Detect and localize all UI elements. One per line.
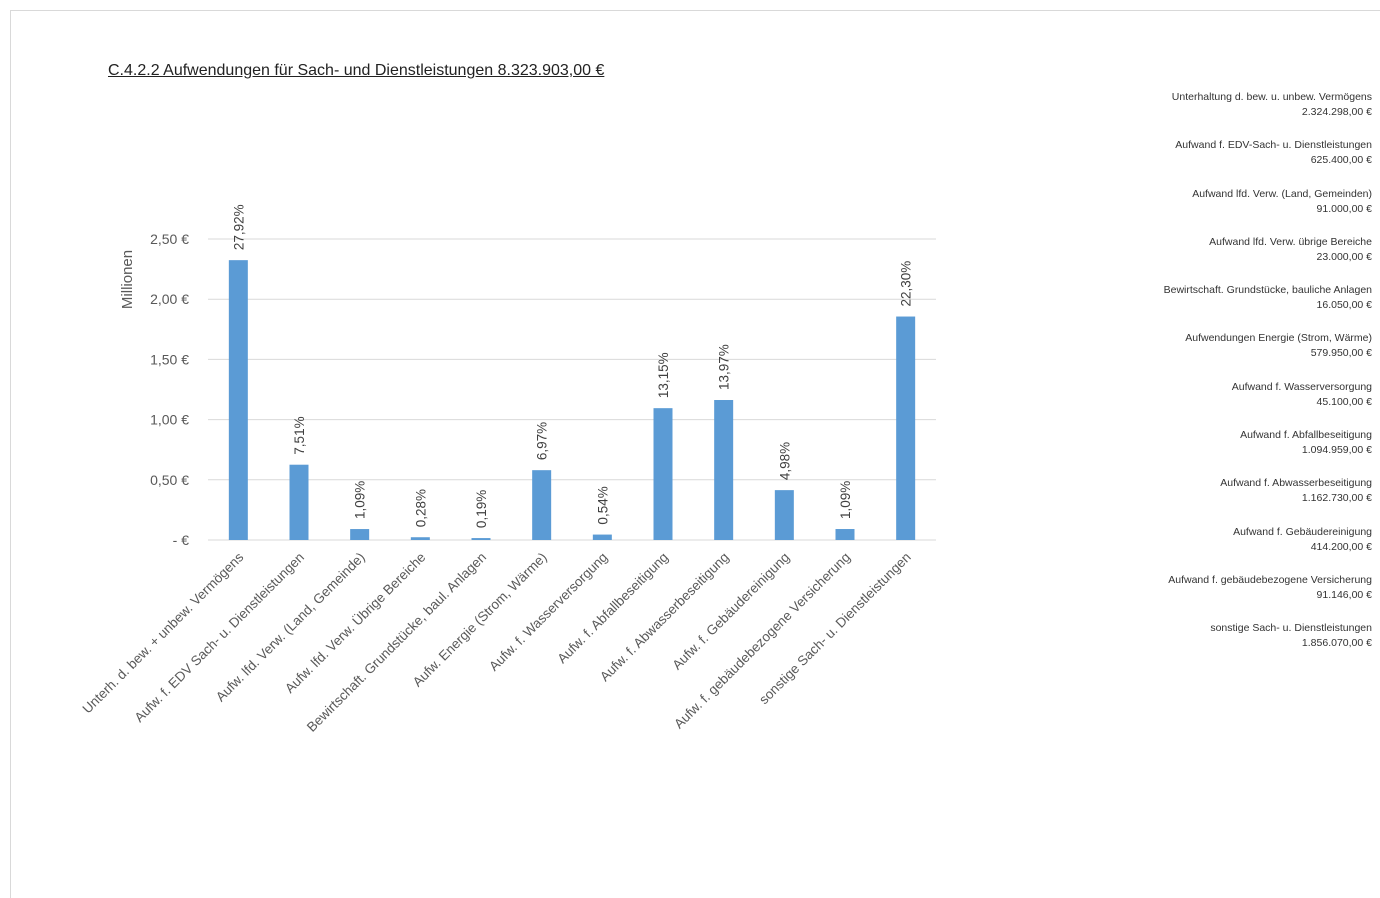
y-tick-label: 2,50 € [150,231,189,247]
side-value-list: Unterhaltung d. bew. u. unbew. Vermögens… [1042,90,1372,670]
side-list-label: Unterhaltung d. bew. u. unbew. Vermögens [1171,91,1372,103]
side-list-value: 45.100,00 € [1316,395,1372,408]
side-list-value: 1.094.959,00 € [1301,444,1372,457]
y-tick-label: 2,00 € [150,291,189,307]
side-list-value: 579.950,00 € [1310,347,1372,360]
data-label: 0,19% [474,490,489,528]
bar [410,537,430,540]
bar [350,529,370,540]
side-list-label: Aufwand f. Abwasserbeseitigung [1220,477,1372,490]
side-list-item: Aufwand f. Abwasserbeseitigung 1.162.730,… [1042,476,1372,524]
side-list-label: sonstige Sach- u. Dienstleistungen [1210,622,1372,635]
side-list-item: Unterhaltung d. bew. u. unbew. Vermögens… [1042,90,1372,138]
chart-title: C.4.2.2 Aufwendungen für Sach- und Diens… [108,62,605,79]
data-label: 0,54% [595,486,610,524]
x-tick-label: Aufw. f. Abfallbeseitigung [554,550,671,667]
x-tick-label: Aufw. f. Gebäudereinigung [669,550,792,673]
side-list-item: Aufwendungen Energie (Strom, Wärme) 579.9… [1042,331,1372,379]
y-tick-label: - € [173,532,190,548]
side-list-item: Bewirtschaft. Grundstücke, bauliche Anla… [1042,283,1372,331]
side-list-value: 625.400,00 € [1310,154,1372,167]
y-tick-label: 1,00 € [150,412,189,428]
bar-chart: - € 0,50 € 1,00 € 1,50 € 2,00 € 2,50 € Million… [80,204,936,735]
side-list-value: 1.162.730,00 € [1301,492,1372,505]
side-list-item: Aufwand f. Wasserversorgung 45.100,00 € [1042,380,1372,428]
side-list-label: Aufwand f. Abfallbeseitigung [1240,429,1372,442]
y-axis-title: Millionen [119,250,136,309]
data-label: 13,15% [656,352,671,398]
side-list-item: Aufwand f. gebäudebezogene Versicherung 9… [1042,573,1372,621]
bar [653,408,673,540]
data-label: 22,30% [899,261,914,307]
page-border-left [10,10,11,898]
side-list-item: Aufwand f. Gebäudereinigung 414.200,00 € [1042,525,1372,573]
side-list-item: sonstige Sach- u. Dienstleistungen 1.856.… [1042,621,1372,669]
side-list-label: Aufwand f. gebäudebezogene Versicherung [1168,573,1372,586]
y-tick-label: 0,50 € [150,472,189,488]
y-tick-label: 1,50 € [150,351,189,367]
data-label: 1,09% [353,481,368,519]
side-list-value: 91.000,00 € [1316,202,1372,215]
side-list-value: 414.200,00 € [1310,540,1372,553]
bar [471,538,491,540]
side-list-value: 2.324.298,00 € [1301,106,1372,118]
bar [774,490,794,540]
side-list-label: Aufwendungen Energie (Strom, Wärme) [1185,332,1372,345]
bar [289,464,309,540]
side-list-label: Aufwand lfd. Verw. übrige Bereiche [1209,235,1372,248]
data-label: 6,97% [535,422,550,460]
side-list-label: Aufwand lfd. Verw. (Land, Gemeinden) [1192,187,1372,200]
page-border-top [10,10,1380,11]
data-label: 0,28% [413,489,428,527]
side-list-label: Bewirtschaft. Grundstücke, bauliche Anla… [1163,284,1372,297]
bar [896,316,916,540]
side-list-value: 16.050,00 € [1316,299,1372,312]
bar [228,260,248,540]
side-list-item: Aufwand f. EDV-Sach- u. Dienstleistungen… [1042,138,1372,186]
side-list-label: Aufwand f. EDV-Sach- u. Dienstleistungen [1175,139,1372,152]
side-list-label: Aufwand f. Wasserversorgung [1231,380,1372,393]
side-list-value: 91.146,00 € [1316,588,1372,601]
side-list-label: Aufwand f. Gebäudereinigung [1233,525,1372,538]
side-list-item: Aufwand lfd. Verw. übrige Bereiche 23.000… [1042,235,1372,283]
bar [592,534,612,540]
bar [714,400,734,540]
side-list-value: 1.856.070,00 € [1301,637,1372,650]
bar [532,470,552,540]
side-list-item: Aufwand lfd. Verw. (Land, Gemeinden) 91.0… [1042,187,1372,235]
data-label: 4,98% [777,442,792,480]
data-label: 13,97% [717,344,732,390]
data-label: 7,51% [292,416,307,454]
side-list-value: 23.000,00 € [1316,250,1372,263]
side-list-item: Aufwand f. Abfallbeseitigung 1.094.959,00… [1042,428,1372,476]
x-tick-label: Aufw. f. Abwasserbeseitigung [597,550,732,685]
x-tick-label: Aufw. f. Wasserversorgung [486,550,610,674]
data-label: 1,09% [838,481,853,519]
data-label: 27,92% [231,204,246,250]
bar [835,529,855,540]
